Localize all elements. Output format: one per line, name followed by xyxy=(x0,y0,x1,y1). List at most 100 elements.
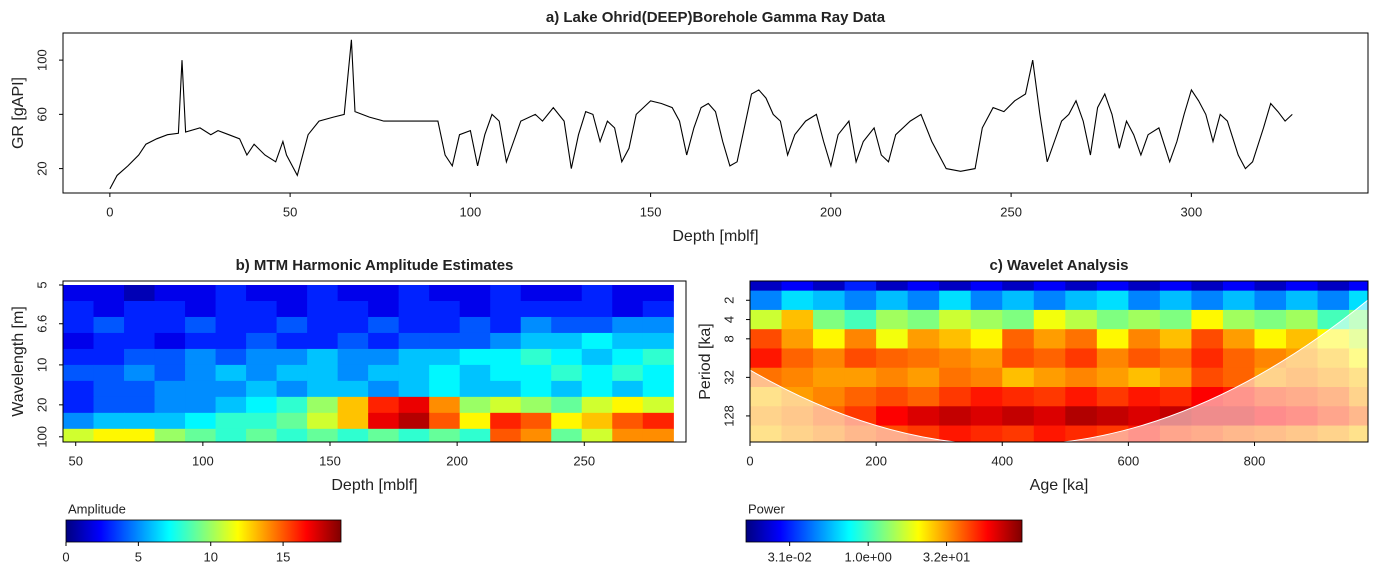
heat-cell xyxy=(970,281,1003,292)
heat-cell xyxy=(124,316,156,334)
heat-cell xyxy=(876,290,909,311)
heat-cell xyxy=(246,364,278,382)
heat-cell xyxy=(154,396,186,414)
heat-cell xyxy=(642,300,674,318)
heat-cell xyxy=(1222,290,1256,311)
heat-cell xyxy=(154,364,186,382)
heat-cell xyxy=(459,412,491,430)
heat-cell xyxy=(612,332,644,350)
heat-cell xyxy=(337,300,369,318)
heat-cell xyxy=(1033,290,1066,311)
heat-cell xyxy=(154,284,186,302)
x-axis-label: Depth [mblf] xyxy=(331,477,417,494)
y-tick-label: 20 xyxy=(34,161,49,175)
heat-cell xyxy=(1065,309,1098,330)
heat-cell xyxy=(939,367,972,388)
y-tick-label: 8 xyxy=(721,335,736,342)
heat-cell xyxy=(520,348,552,366)
heat-cell xyxy=(939,309,972,330)
colorbar xyxy=(745,519,1023,543)
heat-cell xyxy=(844,281,877,292)
heat-cell xyxy=(907,367,940,388)
x-tick-label: 50 xyxy=(68,453,82,468)
heat-cell xyxy=(813,309,846,330)
heat-cell xyxy=(124,364,156,382)
x-tick-label: 200 xyxy=(446,453,468,468)
heat-cell xyxy=(1286,290,1319,311)
chart-title: c) Wavelet Analysis xyxy=(990,257,1129,274)
heat-cell xyxy=(398,396,430,414)
heat-cell xyxy=(551,412,583,430)
heat-cell xyxy=(368,284,400,302)
heat-cell xyxy=(93,364,125,382)
colorbar-tick-label: 3.2e+01 xyxy=(923,549,970,564)
heat-cell xyxy=(215,396,247,414)
heat-cell xyxy=(520,412,552,430)
heat-cell xyxy=(1065,387,1098,407)
heat-cell xyxy=(907,281,940,292)
heat-cell xyxy=(246,332,278,350)
heat-cell xyxy=(612,300,644,318)
heat-cell xyxy=(1033,425,1066,442)
heat-cell xyxy=(1033,281,1066,292)
heat-cell xyxy=(185,380,217,398)
heat-cell xyxy=(1191,367,1224,388)
heat-cell xyxy=(276,364,308,382)
x-tick-label: 400 xyxy=(991,453,1013,468)
heat-cell xyxy=(215,332,247,350)
heat-cell xyxy=(124,348,156,366)
heatmap-cells xyxy=(750,281,1368,442)
heat-cell xyxy=(551,316,583,334)
heat-cell xyxy=(844,367,877,388)
x-tick-label: 150 xyxy=(640,204,662,219)
y-tick-label: 100 xyxy=(34,49,49,71)
heat-cell xyxy=(93,300,125,318)
x-axis-label: Age [ka] xyxy=(1030,477,1089,494)
heat-cell xyxy=(520,316,552,334)
heat-cell xyxy=(1128,329,1161,350)
heat-cell xyxy=(750,281,783,292)
heat-cell xyxy=(1317,290,1350,311)
plot-frame xyxy=(749,280,1369,443)
heat-cell xyxy=(970,329,1003,350)
heat-cell xyxy=(642,316,674,334)
heat-cell xyxy=(459,428,491,442)
heat-cell xyxy=(1033,348,1066,369)
heat-cell xyxy=(398,428,430,442)
y-tick-label: 4 xyxy=(721,316,736,323)
heat-cell xyxy=(813,329,846,350)
heat-cell xyxy=(185,364,217,382)
heat-cell xyxy=(429,380,461,398)
heat-cell xyxy=(1096,406,1129,427)
heat-cell xyxy=(642,428,674,442)
heat-cell xyxy=(276,428,308,442)
heat-cell xyxy=(429,364,461,382)
heat-cell xyxy=(612,428,644,442)
heat-cell xyxy=(1065,406,1098,427)
heat-cell xyxy=(939,329,972,350)
heat-cell xyxy=(642,364,674,382)
heat-cell xyxy=(781,290,814,311)
heat-cell xyxy=(907,309,940,330)
heat-cell xyxy=(1222,309,1256,330)
heat-cell xyxy=(750,348,783,369)
heat-cell xyxy=(429,412,461,430)
heat-cell xyxy=(368,428,400,442)
heat-cell xyxy=(154,412,186,430)
heat-cell xyxy=(581,428,613,442)
heat-cell xyxy=(1002,387,1035,407)
heat-cell xyxy=(750,309,783,330)
heat-cell xyxy=(642,284,674,302)
heat-cell xyxy=(490,332,522,350)
heat-cell xyxy=(1349,281,1368,292)
colorbar-tick-label: 5 xyxy=(135,549,142,564)
heat-cell xyxy=(63,412,95,430)
heat-cell xyxy=(1096,290,1129,311)
heat-cell xyxy=(1128,348,1161,369)
heat-cell xyxy=(1002,406,1035,427)
y-axis-label: GR [gAPI] xyxy=(10,77,27,149)
heat-cell xyxy=(581,380,613,398)
heat-cell xyxy=(63,332,95,350)
heat-cell xyxy=(490,316,522,334)
heat-cell xyxy=(154,348,186,366)
